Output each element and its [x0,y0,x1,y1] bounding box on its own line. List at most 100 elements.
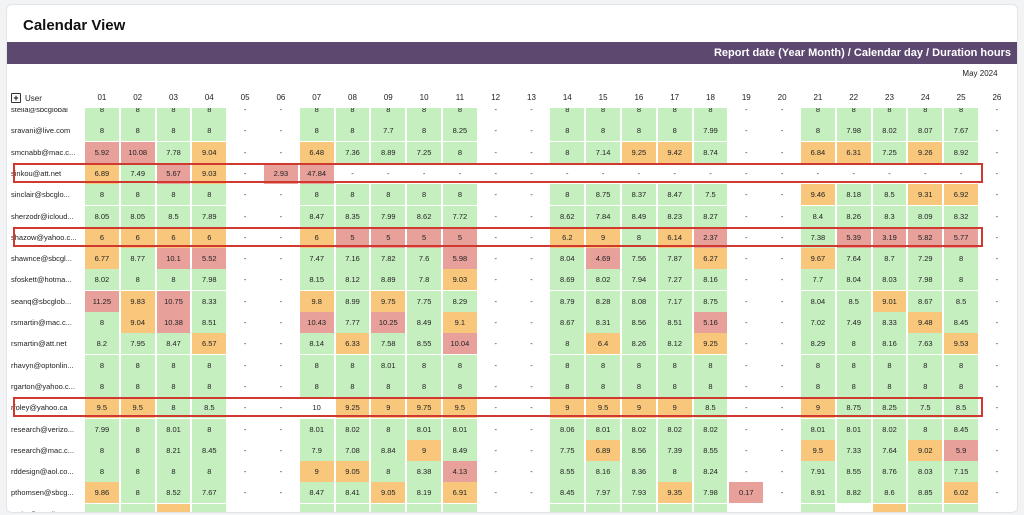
duration-cell[interactable]: - [279,467,283,477]
duration-cell[interactable]: - [243,108,247,114]
duration-cell[interactable]: - [530,147,533,157]
duration-cell[interactable]: - [243,275,247,285]
table-row[interactable]: pmint@gmail.com8.57.56.57.25--88888--7.5… [7,503,1017,512]
duration-cell[interactable]: 8.09 [908,205,943,227]
user-cell[interactable]: shazow@yahoo.c... [11,232,77,242]
duration-cell[interactable]: 8.14 [299,333,334,355]
duration-cell[interactable]: 2.93 [264,162,298,184]
duration-cell[interactable]: 8.74 [693,141,728,163]
duration-cell[interactable]: 6.92 [944,184,978,206]
duration-cell[interactable]: 8 [944,354,978,376]
duration-cell[interactable]: 8 [657,108,692,120]
duration-cell[interactable]: - [745,211,748,221]
duration-cell[interactable]: 7.75 [550,439,585,461]
duration-cell[interactable]: 6.33 [335,333,370,355]
duration-cell[interactable]: 8.01 [836,418,871,440]
duration-cell[interactable]: 9 [371,397,406,419]
duration-cell[interactable]: - [243,168,247,178]
duration-cell[interactable]: 9.53 [944,333,978,355]
duration-cell[interactable]: 5 [335,226,370,248]
duration-cell[interactable]: 6.31 [836,141,871,163]
duration-cell[interactable]: 8.25 [872,397,907,419]
duration-cell[interactable]: 8 [693,354,728,376]
duration-cell[interactable]: 6.89 [85,162,119,184]
table-row[interactable]: shazow@yahoo.c... 6 6 6 6- -6 5 5 5 5- -6.2 9 8 6.14 2… [7,226,1017,248]
duration-cell[interactable]: - [745,318,748,327]
duration-cell[interactable]: 8.02 [335,418,370,440]
duration-cell[interactable]: 7.91 [801,461,835,483]
duration-cell[interactable]: 8.5 [85,503,119,512]
duration-cell[interactable]: - [530,424,533,434]
duration-cell[interactable]: 9.42 [657,141,692,163]
duration-cell[interactable]: 8.02 [586,269,620,291]
duration-cell[interactable]: 8.69 [550,269,585,291]
duration-cell[interactable]: 9.83 [120,290,155,312]
duration-cell[interactable]: 9 [872,503,907,512]
duration-cell[interactable]: 8 [335,375,370,397]
duration-cell[interactable]: 8 [944,375,978,397]
duration-cell[interactable]: - [673,168,676,178]
duration-cell[interactable]: 8 [156,120,191,142]
duration-cell[interactable]: 7.25 [192,503,227,512]
duration-cell[interactable]: 8 [443,184,477,206]
duration-cell[interactable]: - [745,381,748,391]
duration-cell[interactable]: 8.02 [657,418,692,440]
duration-cell[interactable]: 10.43 [299,312,334,333]
duration-cell[interactable]: 8.02 [85,269,119,291]
duration-cell[interactable]: 5 [407,226,441,248]
duration-cell[interactable]: 8.76 [872,461,907,483]
duration-cell[interactable]: - [780,211,784,221]
duration-cell[interactable]: 7.64 [836,248,871,270]
duration-cell[interactable]: 8 [657,461,692,483]
duration-cell[interactable]: 9 [622,397,656,419]
duration-cell[interactable]: - [530,275,533,285]
duration-cell[interactable]: 8 [371,418,406,440]
duration-cell[interactable]: - [494,339,497,349]
duration-cell[interactable]: 7.25 [872,141,907,163]
duration-cell[interactable]: 4.13 [443,461,477,483]
duration-cell[interactable]: 8.45 [550,482,585,504]
duration-cell[interactable]: 6.48 [299,141,334,163]
duration-cell[interactable]: 8.5 [693,397,728,419]
duration-cell[interactable]: - [387,168,390,178]
duration-cell[interactable]: 8 [371,184,406,206]
duration-cell[interactable]: - [279,147,283,157]
duration-cell[interactable]: 8 [586,120,620,142]
duration-cell[interactable]: - [780,126,784,136]
duration-cell[interactable]: 8 [550,354,585,376]
duration-cell[interactable]: 8 [120,418,155,440]
duration-cell[interactable]: 8.84 [371,439,406,461]
duration-cell[interactable]: 7.99 [85,418,119,440]
duration-cell[interactable]: 9.5 [85,397,119,419]
duration-cell[interactable]: - [279,339,283,349]
duration-cell[interactable]: 7.93 [622,482,656,504]
duration-cell[interactable]: - [780,381,784,391]
duration-cell[interactable]: - [530,403,533,413]
duration-cell[interactable]: 8.85 [908,482,943,504]
duration-cell[interactable]: - [494,168,497,178]
duration-cell[interactable]: - [745,275,748,285]
duration-cell[interactable]: 8.89 [371,141,406,163]
duration-cell[interactable]: 7.49 [120,162,155,184]
duration-cell[interactable]: 7.25 [407,141,441,163]
duration-cell[interactable]: 7.7 [371,120,406,142]
duration-cell[interactable]: - [279,190,283,200]
duration-cell[interactable]: - [279,275,283,285]
duration-cell[interactable]: 8 [299,120,334,142]
duration-cell[interactable]: 7.14 [586,141,620,163]
duration-cell[interactable]: - [494,147,497,157]
duration-cell[interactable]: 8 [550,333,585,355]
duration-cell[interactable]: 8 [550,184,585,206]
duration-cell[interactable]: 8 [908,108,943,120]
duration-cell[interactable]: - [995,190,999,200]
duration-cell[interactable]: 8 [550,375,585,397]
duration-cell[interactable]: 8.52 [156,482,191,504]
table-row[interactable]: rsmartin@mac.c... 8 9.04 10.38 8.51- -10.43 7.… [7,312,1017,333]
duration-cell[interactable]: - [995,318,999,327]
duration-cell[interactable]: - [995,108,999,114]
duration-cell[interactable]: - [243,381,247,391]
duration-cell[interactable]: - [494,403,497,413]
duration-cell[interactable]: 8.49 [407,312,441,333]
duration-cell[interactable]: 8.12 [657,333,692,355]
duration-cell[interactable]: 8.4 [801,205,835,227]
